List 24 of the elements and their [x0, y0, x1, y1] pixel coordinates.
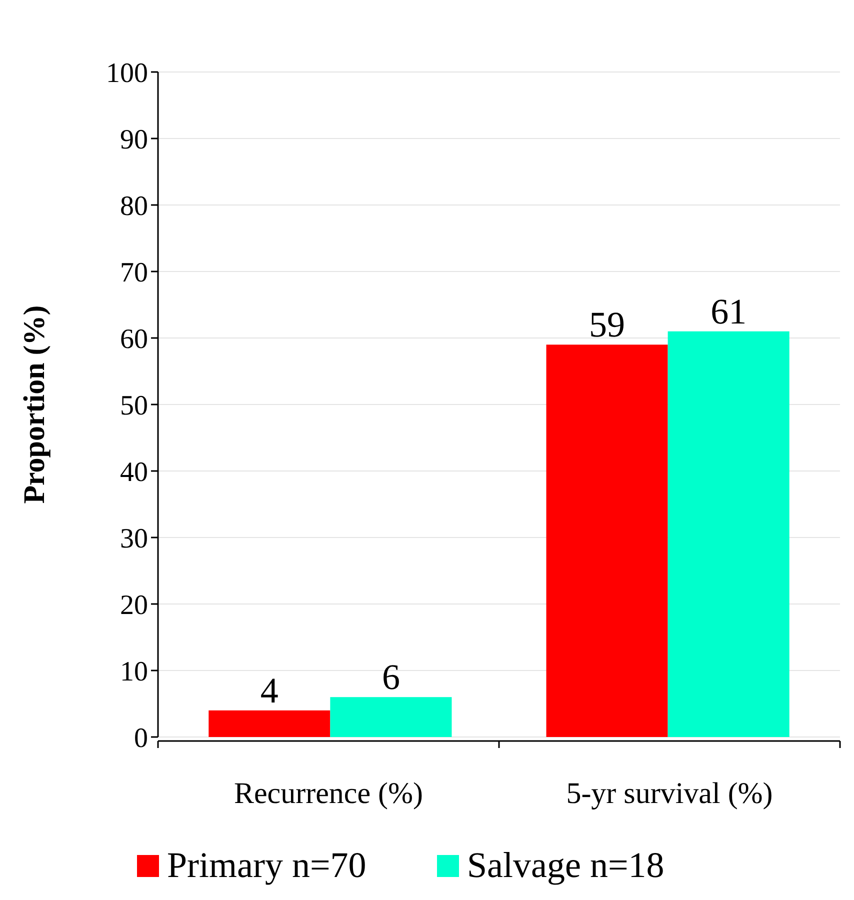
y-tick-label: 70	[120, 257, 148, 288]
data-label: 61	[710, 291, 747, 332]
bar	[208, 710, 330, 737]
legend-label: Primary n=70	[167, 845, 366, 885]
bar	[330, 697, 452, 737]
y-tick-label: 90	[120, 124, 148, 156]
y-tick-label: 100	[106, 58, 148, 89]
bar	[668, 331, 790, 737]
y-tick-label: 30	[120, 523, 148, 554]
y-tick-label: 60	[120, 324, 148, 355]
y-axis-title: Proportion (%)	[18, 305, 51, 504]
data-label: 6	[382, 657, 400, 698]
y-tick-label: 40	[120, 456, 148, 488]
y-tick-label: 10	[120, 656, 148, 688]
data-label: 59	[589, 304, 626, 345]
y-tick-label: 0	[134, 722, 148, 754]
y-tick-label: 20	[120, 590, 148, 621]
bar	[546, 344, 668, 737]
y-tick-label: 50	[120, 390, 148, 422]
y-tick-label: 80	[120, 190, 148, 222]
x-tick-label: Recurrence (%)	[234, 777, 424, 810]
legend-label: Salvage n=18	[467, 845, 664, 885]
x-tick-label: 5-yr survival (%)	[566, 777, 773, 810]
data-label: 4	[260, 670, 278, 710]
